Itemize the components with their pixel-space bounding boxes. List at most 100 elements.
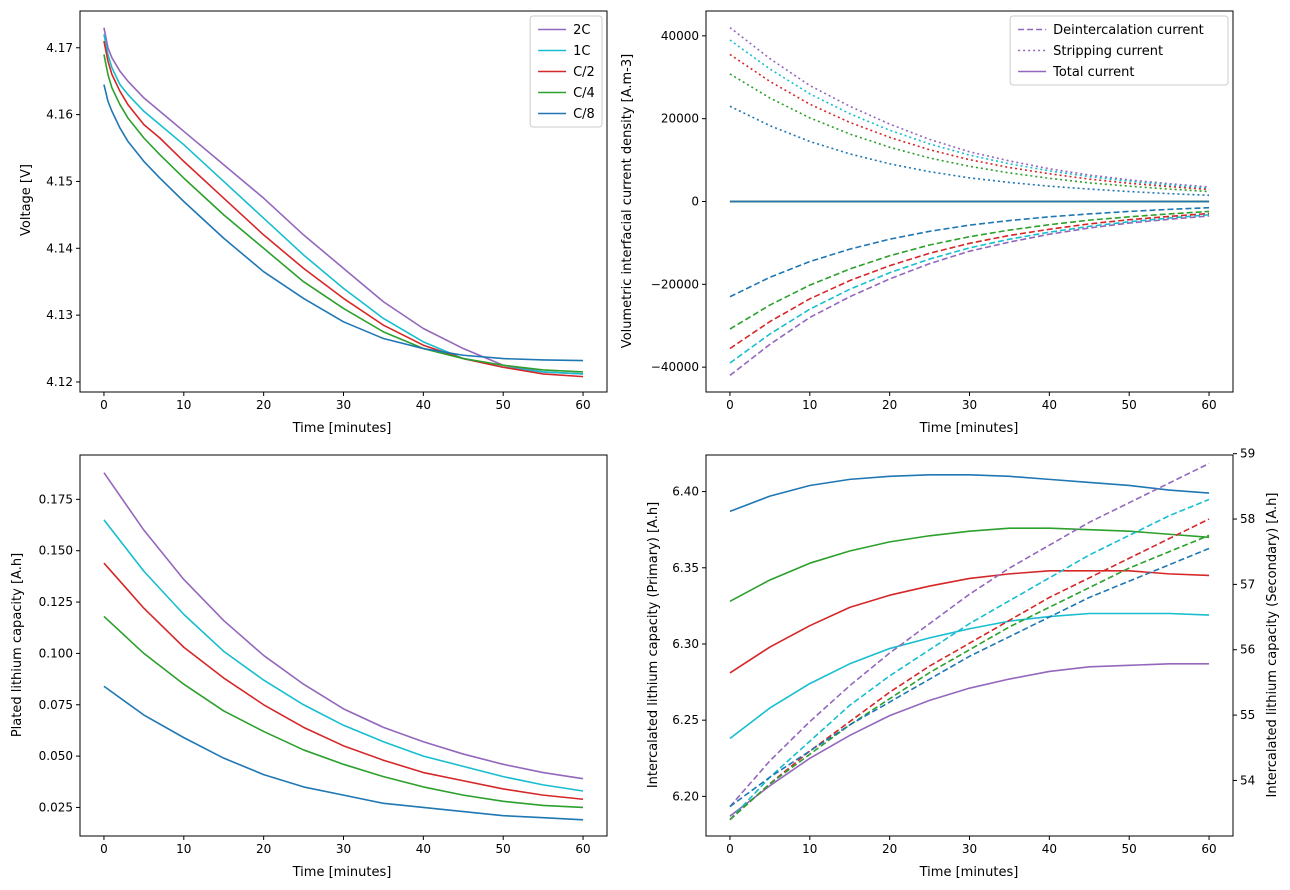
voltage-x-tick-label: 40 (416, 398, 431, 412)
current-density-y-tick-label: −20000 (651, 277, 699, 291)
intercalated-lithium-y-axis-label: Intercalated lithium capacity (Primary) … (646, 502, 661, 788)
voltage-x-axis-label: Time [minutes] (292, 421, 392, 436)
plated-lithium-line-c-over-4 (103, 615, 584, 809)
plated-lithium-x-tick-label: 20 (256, 842, 271, 856)
voltage-line-c-over-8 (103, 84, 584, 362)
plated-lithium-x-tick-label: 60 (575, 842, 590, 856)
plated-lithium-y-tick-label: 0.175 (39, 492, 73, 506)
current-density-series-group (729, 26, 1210, 377)
voltage-legend-label: C/2 (573, 65, 595, 80)
intercalated-lithium-y-tick-label: 6.35 (672, 561, 699, 575)
intercalated-lithium-x-tick-label: 10 (802, 842, 817, 856)
intercalated-lithium-line-c-over-4-primary (729, 527, 1210, 603)
intercalated-lithium-x-tick-label: 30 (962, 842, 977, 856)
current-density-y-tick-label: 40000 (661, 29, 699, 43)
intercalated-lithium-line-1c-secondary (729, 498, 1210, 821)
current-density-line-c-over-8-stripping (729, 105, 1210, 197)
current-density-y-axis-label: Volumetric interfacial current density [… (620, 54, 635, 348)
intercalated-lithium-panel: Time [minutes] Intercalated lithium capa… (646, 493, 1280, 880)
current-density-y-tick-label: −40000 (651, 360, 699, 374)
intercalated-lithium-y2-tick-label: 56 (1240, 643, 1255, 657)
current-density-x-tick-label: 40 (1042, 398, 1057, 412)
plated-lithium-x-tick-label: 40 (416, 842, 431, 856)
voltage-y-tick-label: 4.15 (46, 174, 73, 188)
voltage-line-c-over-4 (103, 54, 584, 373)
intercalated-lithium-line-c-over-4-secondary (729, 534, 1210, 821)
intercalated-lithium-line-c-over-2-secondary (729, 518, 1210, 821)
voltage-x-tick-label: 0 (100, 398, 108, 412)
current-density-plot: 0 10 20 30 40 50 60 −40000 −20000 0 20000 40000 Dein… (651, 10, 1234, 412)
current-density-x-tick-label: 50 (1122, 398, 1137, 412)
current-density-line-2c-deintercalation (729, 215, 1210, 377)
intercalated-lithium-line-2c-secondary (729, 462, 1210, 808)
plated-lithium-x-tick-label: 30 (336, 842, 351, 856)
intercalated-lithium-line-c-over-8-primary (729, 474, 1210, 513)
voltage-plot: 0 10 20 30 40 50 60 4.12 4.13 4.14 4.15 4.16 4.17 2C 1… (46, 10, 608, 412)
current-density-line-1c-stripping (729, 39, 1210, 190)
intercalated-lithium-y-tick-label: 6.20 (672, 789, 699, 803)
plated-lithium-plot: 0 10 20 30 40 50 60 0.025 0.050 0.075 0.100 0.125 0.… (39, 454, 608, 856)
current-density-x-tick-label: 10 (802, 398, 817, 412)
plated-lithium-y-tick-label: 0.075 (39, 698, 73, 712)
intercalated-lithium-line-1c-primary (729, 612, 1210, 740)
plated-lithium-y-tick-label: 0.025 (39, 800, 73, 814)
current-density-line-c-over-4-deintercalation (729, 210, 1210, 330)
current-density-x-tick-label: 30 (962, 398, 977, 412)
intercalated-lithium-y2-tick-label: 59 (1240, 447, 1255, 461)
voltage-x-tick-label: 30 (336, 398, 351, 412)
current-density-legend-label: Total current (1052, 65, 1134, 80)
intercalated-lithium-x-tick-label: 60 (1201, 842, 1216, 856)
voltage-panel: Time [minutes] Voltage [V] (19, 164, 391, 436)
voltage-y-tick-label: 4.14 (46, 241, 73, 255)
current-density-y-tick-label: 0 (691, 195, 699, 209)
current-density-legend-label: Stripping current (1053, 44, 1163, 59)
voltage-y-tick-label: 4.16 (46, 108, 73, 122)
plated-lithium-y-tick-label: 0.125 (39, 595, 73, 609)
voltage-x-tick-label: 10 (176, 398, 191, 412)
plated-lithium-y-axis-label: Plated lithium capacity [A.h] (10, 553, 25, 737)
intercalated-lithium-y-tick-label: 6.25 (672, 713, 699, 727)
current-density-x-tick-label: 20 (882, 398, 897, 412)
intercalated-lithium-y-tick-label: 6.30 (672, 637, 699, 651)
voltage-y-tick-label: 4.17 (46, 41, 73, 55)
current-density-legend-label: Deintercalation current (1053, 23, 1204, 38)
plated-lithium-series-group (103, 472, 584, 821)
intercalated-lithium-x-axis-label: Time [minutes] (919, 865, 1019, 880)
voltage-y-tick-label: 4.12 (46, 375, 73, 389)
intercalated-lithium-y2-tick-label: 55 (1240, 708, 1255, 722)
plated-lithium-x-tick-label: 0 (100, 842, 108, 856)
voltage-series-group (103, 27, 584, 378)
current-density-y-tick-label: 20000 (661, 112, 699, 126)
voltage-legend-label: 1C (573, 44, 590, 59)
intercalated-lithium-x-tick-label: 50 (1122, 842, 1137, 856)
current-density-line-c-over-2-deintercalation (729, 212, 1210, 350)
current-density-line-c-over-4-stripping (729, 73, 1210, 193)
plated-lithium-line-2c (103, 472, 584, 780)
intercalated-lithium-series-group (729, 462, 1210, 821)
current-density-legend-box (1009, 15, 1229, 86)
plated-lithium-x-tick-label: 50 (496, 842, 511, 856)
plated-lithium-line-c-over-2 (103, 562, 584, 801)
intercalated-lithium-line-c-over-8-secondary (729, 547, 1210, 808)
intercalated-lithium-x-tick-label: 40 (1042, 842, 1057, 856)
intercalated-lithium-plot: 0 10 20 30 40 50 60 6.20 6.25 6.30 6.35 6.40 54 55 56 5… (672, 447, 1255, 856)
voltage-legend-label: C/4 (573, 86, 595, 101)
intercalated-lithium-y2-tick-label: 54 (1240, 773, 1255, 787)
plated-lithium-y-tick-label: 0.100 (39, 646, 73, 660)
current-density-x-axis-label: Time [minutes] (919, 421, 1019, 436)
voltage-line-2c (103, 27, 584, 375)
current-density-x-tick-label: 60 (1201, 398, 1216, 412)
intercalated-lithium-line-2c-primary (729, 662, 1210, 817)
plated-lithium-line-1c (103, 519, 584, 792)
voltage-x-tick-label: 60 (575, 398, 590, 412)
intercalated-lithium-y2-tick-label: 58 (1240, 512, 1255, 526)
voltage-y-axis-label: Voltage [V] (19, 164, 34, 236)
intercalated-lithium-y2-axis-label: Intercalated lithium capacity (Secondary… (1265, 493, 1280, 798)
current-density-legend: Deintercalation current Stripping current… (1009, 15, 1229, 86)
voltage-legend: 2C 1C C/2 C/4 C/8 (529, 15, 603, 128)
voltage-legend-label: C/8 (573, 107, 595, 122)
plated-lithium-x-axis-label: Time [minutes] (292, 865, 392, 880)
plated-lithium-line-c-over-8 (103, 685, 584, 821)
